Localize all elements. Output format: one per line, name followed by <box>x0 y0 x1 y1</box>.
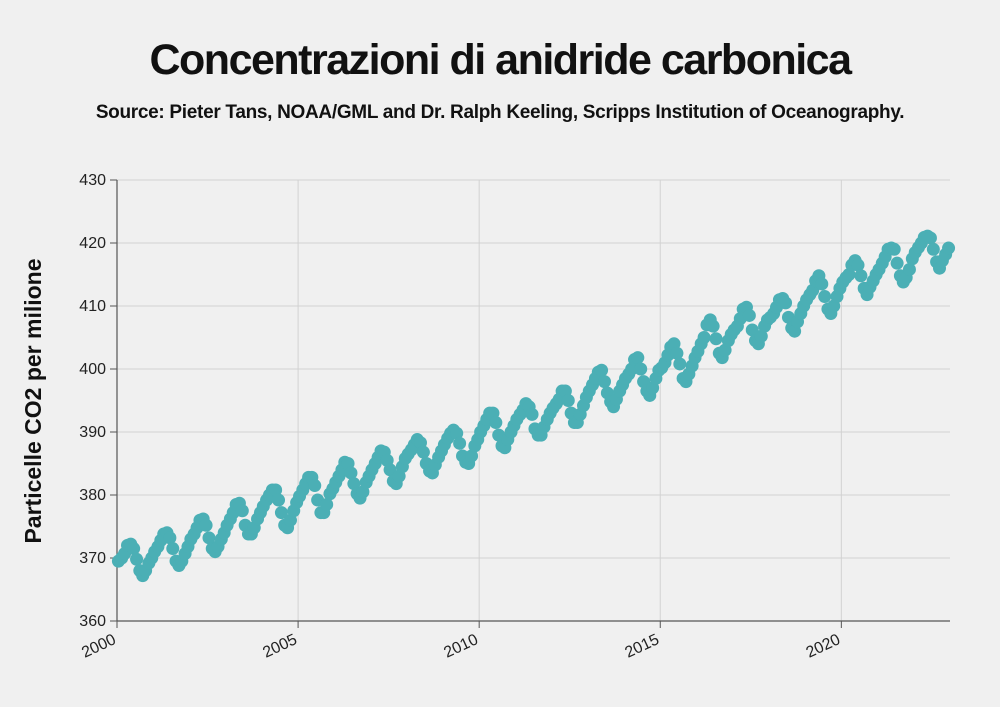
y-tick-label: 390 <box>79 424 106 441</box>
data-point <box>631 351 645 365</box>
data-point <box>199 518 213 532</box>
y-tick-label: 370 <box>79 550 106 567</box>
data-point <box>272 493 286 507</box>
y-tick-label: 360 <box>79 613 106 630</box>
data-point <box>344 466 358 480</box>
data-point <box>525 407 539 421</box>
data-points <box>111 229 956 583</box>
chart-title: Concentrazioni di anidride carbonica <box>149 36 852 84</box>
y-tick-label: 430 <box>79 172 106 189</box>
x-tick-label: 2000 <box>79 631 119 661</box>
data-point <box>670 346 684 360</box>
data-point <box>465 449 479 463</box>
data-point <box>673 357 687 371</box>
tick-labels: 360 370 380 390 400 410 420 430 2000 2005 2010 2015… <box>79 172 843 662</box>
data-point <box>926 242 940 256</box>
x-tick-label: 2020 <box>804 631 844 661</box>
data-point <box>697 331 711 344</box>
data-point <box>416 445 430 459</box>
data-point <box>597 375 611 389</box>
data-point <box>163 531 177 545</box>
data-point <box>274 506 288 520</box>
data-point <box>453 436 467 450</box>
data-point <box>818 290 832 304</box>
data-point <box>854 269 868 283</box>
data-point <box>130 552 144 566</box>
data-point <box>634 362 648 376</box>
x-tick-label: 2015 <box>623 631 663 661</box>
data-point <box>942 241 956 255</box>
x-tick-label: 2005 <box>260 631 300 661</box>
data-point <box>815 277 829 291</box>
data-point <box>754 329 768 343</box>
data-point <box>890 256 904 270</box>
data-point <box>779 296 793 310</box>
y-axis-label: Particelle CO2 per milione <box>20 258 46 543</box>
data-point <box>561 394 575 407</box>
data-point <box>347 477 361 491</box>
chart-subtitle: Source: Pieter Tans, NOAA/GML and Dr. Ra… <box>95 102 905 123</box>
chart-axes <box>110 179 950 628</box>
data-point <box>308 479 322 493</box>
data-point <box>127 542 141 556</box>
data-point <box>742 308 756 322</box>
chart-grid <box>116 179 950 622</box>
data-point <box>269 483 283 497</box>
data-point <box>745 323 759 337</box>
data-point <box>383 463 397 477</box>
data-point <box>851 258 865 272</box>
y-tick-label: 380 <box>79 487 106 504</box>
data-point <box>706 319 720 333</box>
data-point <box>320 497 334 511</box>
data-point <box>166 542 180 556</box>
data-point <box>202 531 216 545</box>
data-point <box>902 262 916 276</box>
data-point <box>595 363 609 377</box>
data-point <box>887 242 901 256</box>
y-tick-label: 420 <box>79 235 106 252</box>
y-tick-label: 400 <box>79 361 106 378</box>
y-tick-label: 410 <box>79 298 106 315</box>
data-point <box>923 231 937 245</box>
data-point <box>709 332 723 346</box>
data-point <box>489 416 503 430</box>
data-point <box>450 426 464 440</box>
data-point <box>235 504 249 518</box>
x-tick-label: 2010 <box>441 631 481 661</box>
